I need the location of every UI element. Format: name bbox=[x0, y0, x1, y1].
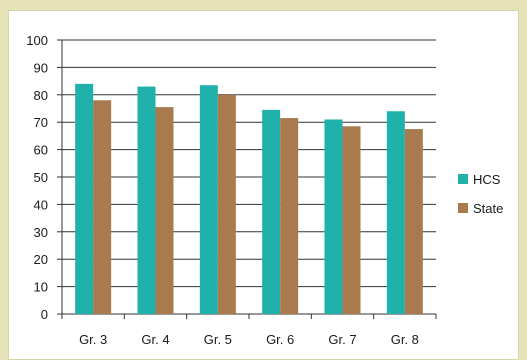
bar-hcs-2 bbox=[199, 85, 218, 315]
x-tick-label: Gr. 6 bbox=[266, 332, 294, 347]
x-tick-label: Gr. 4 bbox=[141, 332, 169, 347]
bar-hcs-3 bbox=[262, 109, 281, 315]
y-tick-label: 80 bbox=[34, 88, 48, 103]
y-tick-label: 50 bbox=[34, 170, 48, 185]
y-tick-label: 100 bbox=[26, 33, 48, 48]
bar-state-3 bbox=[280, 118, 299, 314]
bars bbox=[75, 83, 423, 315]
bar-state-5 bbox=[404, 129, 423, 314]
x-axis-ticks: Gr. 3 Gr. 4 Gr. 5 Gr. 6 Gr. 7 Gr. 8 bbox=[61, 314, 437, 347]
bar-hcs-1 bbox=[137, 86, 156, 314]
legend-swatch-state bbox=[458, 203, 468, 213]
legend: HCS State bbox=[458, 172, 503, 216]
bar-hcs-4 bbox=[324, 119, 343, 315]
y-tick-label: 70 bbox=[34, 115, 48, 130]
y-tick-label: 20 bbox=[34, 252, 48, 267]
y-tick-label: 90 bbox=[34, 60, 48, 75]
bar-state-1 bbox=[155, 107, 174, 314]
x-tick-label: Gr. 7 bbox=[328, 332, 356, 347]
bar-state-2 bbox=[217, 94, 236, 314]
y-tick-label: 0 bbox=[41, 307, 48, 322]
gridlines bbox=[61, 39, 436, 315]
x-tick-label: Gr. 8 bbox=[391, 332, 419, 347]
bar-hcs-0 bbox=[75, 83, 94, 314]
x-tick-label: Gr. 3 bbox=[79, 332, 107, 347]
y-tick-label: 10 bbox=[34, 280, 48, 295]
legend-swatch-hcs bbox=[458, 174, 468, 184]
legend-label-state: State bbox=[473, 201, 503, 216]
y-tick-label: 30 bbox=[34, 225, 48, 240]
y-tick-label: 40 bbox=[34, 197, 48, 212]
bar-state-0 bbox=[93, 100, 112, 314]
bar-state-4 bbox=[342, 126, 361, 314]
y-axis-ticks: 0 10 20 30 40 50 60 70 80 90 100 bbox=[26, 33, 62, 322]
bar-hcs-5 bbox=[386, 111, 405, 315]
legend-label-hcs: HCS bbox=[473, 172, 501, 187]
y-tick-label: 60 bbox=[34, 143, 48, 158]
x-tick-label: Gr. 5 bbox=[204, 332, 232, 347]
